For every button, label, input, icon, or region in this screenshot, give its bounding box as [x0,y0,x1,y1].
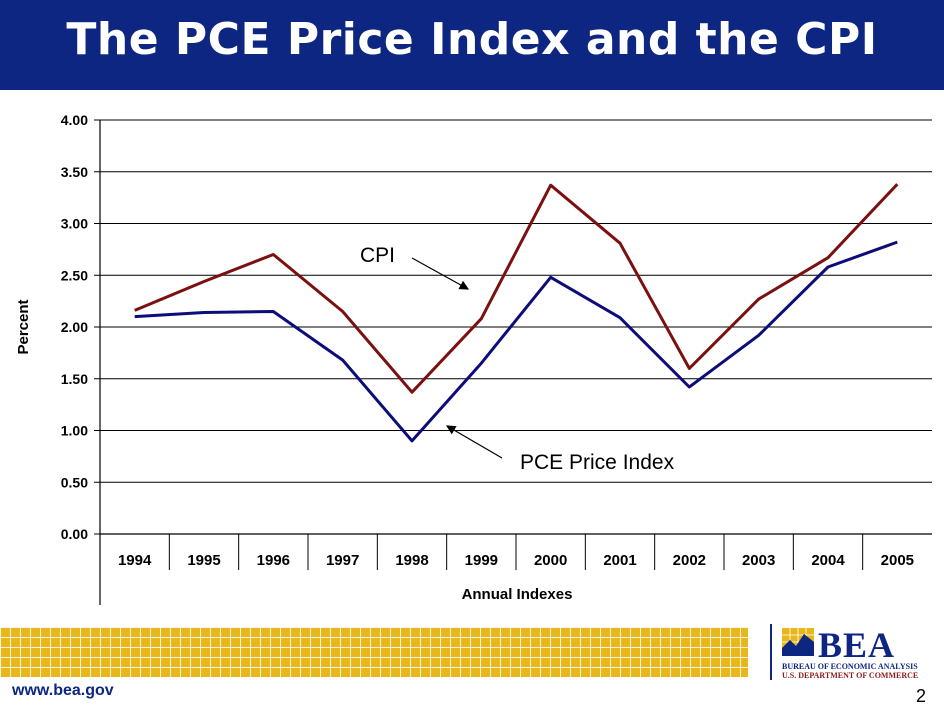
x-tick-label: 1994 [118,552,152,569]
logo-subtitle-agency: BUREAU OF ECONOMIC ANALYSIS [782,662,918,671]
x-tick-label: 2002 [673,552,706,569]
x-tick-label: 1996 [257,552,290,569]
y-tick-label: 4.00 [61,112,88,128]
y-tick-label: 0.00 [61,526,88,542]
gridlines [100,119,932,535]
y-tick-labels: 0.00 0.50 1.00 1.50 2.00 2.50 3.00 3.50 4.00 [61,112,88,542]
x-tick-label: 2001 [603,552,636,569]
x-tick-label: 1995 [187,552,220,569]
y-tick-label: 3.50 [61,164,88,180]
page-number: 2 [915,686,926,706]
x-tick-label: 1997 [326,552,359,569]
x-tick-label: 2000 [534,552,567,569]
y-tick-label: 0.50 [61,474,88,490]
x-tick-label: 2004 [811,552,845,569]
x-tick-label: 2005 [881,552,914,569]
y-axis-label: Percent [15,299,32,354]
x-tick-label: 1998 [395,552,428,569]
annotations: CPI PCE Price Index [360,244,675,474]
logo-wordmark: BEA [818,625,896,665]
series-lines [134,183,899,443]
title-bar: The PCE Price Index and the CPI [0,0,944,90]
axes [94,119,864,605]
slide-title: The PCE Price Index and the CPI [66,14,878,65]
annotation-pce-label: PCE Price Index [520,451,675,474]
site-url-link[interactable]: www.bea.gov [12,682,114,699]
footer-pattern-band [0,627,748,677]
y-tick-label: 1.50 [61,371,88,387]
x-tick-label: 2003 [742,552,775,569]
x-tick-labels: 1994 1995 1996 1997 1998 1999 2000 2001 2002 2003… [118,552,914,569]
y-tick-label: 2.50 [61,267,88,283]
logo-subtitle-department: U.S. DEPARTMENT OF COMMERCE [782,671,919,680]
y-tick-label: 3.00 [61,216,88,232]
annotation-cpi-arrow [411,257,470,290]
line-chart: 0.00 0.50 1.00 1.50 2.00 2.50 3.00 3.50 4.00 199… [15,112,932,605]
y-tick-label: 1.00 [61,423,88,439]
bea-logo-mark-icon [782,628,814,656]
x-axis-label: Annual Indexes [462,586,573,603]
annotation-pce-arrow [445,425,503,459]
x-tick-label: 1999 [465,552,498,569]
series-line-cpi [134,183,899,394]
series-line-pce-price-index [134,240,898,443]
bea-logo: BEA BUREAU OF ECONOMIC ANALYSIS U.S. DEP… [770,624,942,680]
annotation-cpi-label: CPI [360,244,395,267]
y-tick-label: 2.00 [61,319,88,335]
